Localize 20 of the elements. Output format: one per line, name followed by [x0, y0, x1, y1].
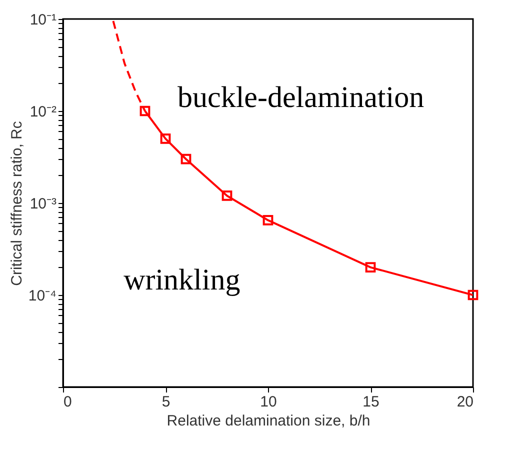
point	[262, 215, 274, 226]
x-tick-label: 10	[260, 394, 277, 410]
point	[468, 290, 478, 300]
point	[222, 190, 232, 201]
y-axis-title: Critical stiffness ratio, Rc	[8, 120, 26, 286]
y-tick-label: 10⁻¹	[30, 12, 56, 28]
y-tick-label: 10⁻³	[30, 196, 56, 212]
point	[140, 106, 150, 116]
y-tick-label: 10⁻⁴	[28, 288, 56, 304]
annotation: buckle-delamination	[178, 81, 424, 114]
x-tick-label: 5	[162, 394, 170, 410]
x-tick-label: 15	[362, 394, 380, 410]
annotation: wrinkling	[124, 263, 240, 296]
x-tick-label: 0	[64, 394, 72, 410]
point	[160, 134, 171, 144]
x-axis-title: Relative delamination size, b/h	[166, 412, 370, 430]
x-tick-label: 20	[456, 394, 474, 410]
point	[180, 154, 192, 164]
point	[365, 262, 376, 272]
y-tick-label: 10⁻²	[30, 104, 56, 120]
